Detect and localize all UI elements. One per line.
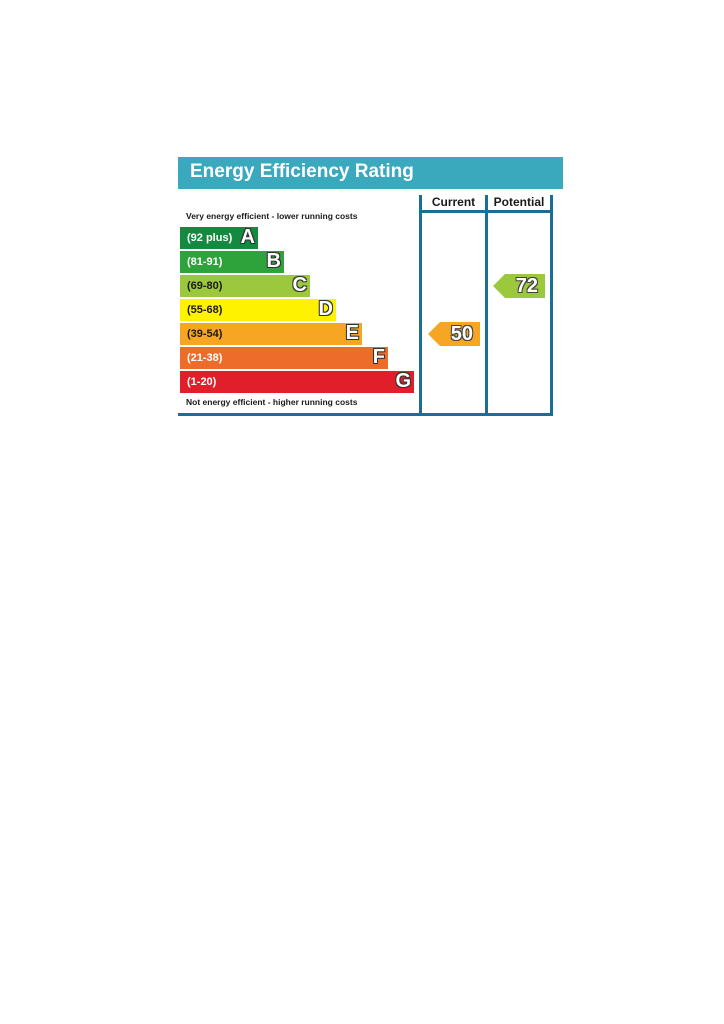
band-letter: F: [372, 346, 385, 368]
band-range-label: (55-68): [187, 304, 223, 316]
band-letter: A: [240, 226, 255, 248]
bottom-note: Not energy efficient - higher running co…: [186, 397, 358, 407]
band-letter: C: [292, 274, 307, 296]
band-range-label: (39-54): [187, 328, 223, 340]
band-range-label: (92 plus): [187, 232, 233, 244]
rating-band-d: (55-68) D: [180, 298, 336, 321]
rating-band-c: (69-80) C: [180, 274, 310, 297]
column-header-current: Current: [431, 195, 476, 209]
band-letter: G: [395, 370, 411, 392]
rating-band-g: (1-20) G: [180, 370, 414, 393]
energy-efficiency-rating-chart: Energy Efficiency Rating Current Potenti…: [178, 157, 563, 417]
band-range-label: (21-38): [187, 352, 223, 364]
chart-title: Energy Efficiency Rating: [190, 161, 414, 182]
rating-band-e: (39-54) E: [180, 322, 362, 345]
divider-line: [485, 195, 488, 415]
potential-rating-arrow: 72: [493, 274, 545, 298]
rating-band-f: (21-38) F: [180, 346, 388, 369]
band-letter: B: [266, 250, 281, 272]
band-letter: E: [345, 322, 359, 344]
band-range-label: (69-80): [187, 280, 223, 292]
column-header-potential: Potential: [493, 195, 545, 209]
band-range-label: (1-20): [187, 376, 217, 388]
bottom-line: [178, 413, 553, 416]
potential-rating-value: 72: [515, 275, 538, 297]
potential-arrow-shape: [493, 274, 545, 298]
divider-line: [550, 195, 553, 415]
header-underline: [419, 210, 553, 213]
current-rating-arrow: 50: [428, 322, 480, 346]
rating-band-b: (81-91) B: [180, 250, 284, 273]
band-range-label: (81-91): [187, 256, 223, 268]
top-note: Very energy efficient - lower running co…: [186, 211, 358, 221]
band-letter: D: [318, 298, 333, 320]
current-rating-value: 50: [450, 323, 473, 345]
title-bar: Energy Efficiency Rating: [178, 157, 563, 189]
current-arrow-shape: [428, 322, 480, 346]
rating-band-a: (92 plus) A: [180, 226, 258, 249]
divider-line: [419, 195, 422, 415]
